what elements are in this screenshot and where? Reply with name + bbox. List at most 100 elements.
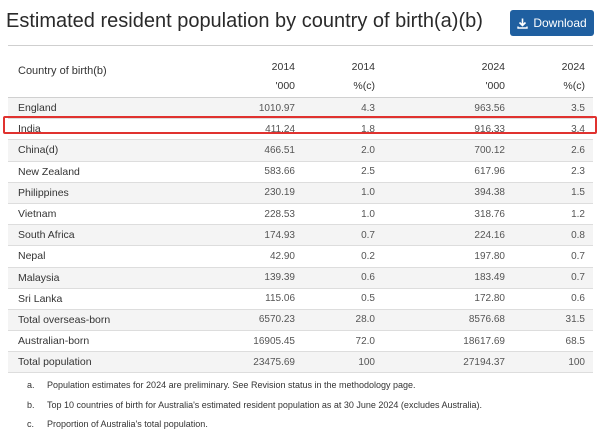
percent-2014-cell: 2.0	[361, 144, 375, 156]
country-cell: Total overseas-born	[18, 313, 111, 326]
percent-2024-cell: 0.6	[571, 293, 585, 305]
table-row: China(d) 466.51 2.0 700.12 2.6	[8, 139, 593, 162]
country-cell: New Zealand	[18, 165, 80, 178]
percent-2024-cell: 0.7	[571, 250, 585, 262]
percent-2024-cell: 31.5	[565, 314, 585, 326]
percent-2024-cell: 100	[568, 356, 585, 368]
value-2014-cell: 228.53	[264, 208, 295, 220]
country-cell: England	[18, 102, 57, 115]
table-row: Total overseas-born 6570.23 28.0 8576.68 31.…	[8, 309, 593, 331]
value-2014-cell: 115.06	[265, 293, 295, 305]
percent-2024-cell: 2.6	[571, 144, 585, 156]
value-2014-cell: 23475.69	[253, 356, 295, 368]
value-2024-cell: 224.16	[474, 229, 505, 241]
percent-2014-cell: 100	[358, 356, 375, 368]
table-row: Philippines 230.19 1.0 394.38 1.5	[8, 182, 593, 204]
country-cell: Nepal	[18, 250, 46, 263]
table-row: Vietnam 228.53 1.0 318.76 1.2	[8, 203, 593, 225]
header-row-years: Country of birth(b) 2014 2014 2024 2024	[8, 45, 593, 77]
table-row: Australian-born 16905.45 72.0 18617.69 68.5	[8, 330, 593, 352]
download-icon	[517, 18, 529, 29]
percent-2024-cell: 3.4	[571, 123, 585, 135]
country-cell: Total population	[18, 356, 92, 369]
unit-header: %(c)	[353, 80, 375, 92]
value-2024-cell: 318.76	[474, 208, 505, 220]
footnote-mark: a.	[27, 380, 35, 390]
table-row: Malaysia 139.39 0.6 183.49 0.7	[8, 267, 593, 289]
value-2024-cell: 197.80	[474, 250, 505, 262]
percent-2014-cell: 4.3	[361, 102, 375, 114]
unit-header: '000	[275, 80, 295, 92]
table-row: Sri Lanka 115.06 0.5 172.80 0.6	[8, 288, 593, 310]
country-cell: Sri Lanka	[18, 292, 63, 305]
country-cell: Vietnam	[18, 208, 57, 221]
country-column-header: Country of birth(b)	[18, 64, 107, 77]
table-body: England 1010.97 4.3 963.56 3.5 India 411.24 1.8…	[8, 97, 593, 373]
footnote-text: Top 10 countries of birth for Australia'…	[47, 399, 482, 410]
value-2014-cell: 174.93	[264, 229, 295, 241]
country-cell: Australian-born	[18, 335, 90, 348]
percent-2014-cell: 0.2	[361, 250, 375, 262]
value-2014-cell: 1010.97	[258, 102, 295, 114]
table-row: New Zealand 583.66 2.5 617.96 2.3	[8, 161, 593, 183]
percent-2024-cell: 3.5	[571, 102, 585, 114]
value-2014-cell: 139.39	[264, 272, 295, 284]
percent-2024-cell: 1.5	[571, 187, 585, 199]
value-2014-cell: 411.24	[265, 123, 295, 135]
population-table-container: Country of birth(b) 2014 2014 2024 2024 …	[8, 45, 593, 373]
value-2024-cell: 963.56	[474, 102, 505, 114]
percent-2014-cell: 0.5	[361, 293, 375, 305]
value-2014-cell: 466.51	[264, 144, 295, 156]
percent-2024-cell: 0.8	[571, 229, 585, 241]
download-label: Download	[533, 16, 587, 30]
percent-2014-cell: 2.5	[361, 166, 375, 178]
footnote-mark: b.	[27, 399, 35, 410]
value-2024-cell: 617.96	[474, 166, 505, 178]
value-2014-cell: 583.66	[264, 166, 295, 178]
country-cell: China(d)	[18, 144, 59, 157]
percent-2014-cell: 28.0	[355, 314, 375, 326]
value-2024-cell: 172.80	[474, 293, 505, 305]
footnote-mark: c.	[27, 419, 35, 429]
value-2014-cell: 6570.23	[258, 314, 295, 326]
percent-2024-cell: 0.7	[571, 272, 585, 284]
footnote-text: Proportion of Australia's total populati…	[47, 419, 208, 429]
unit-header: %(c)	[563, 80, 585, 92]
value-2024-cell: 27194.37	[463, 356, 505, 368]
value-2014-cell: 16905.45	[253, 335, 295, 347]
country-cell: South Africa	[18, 229, 75, 242]
country-cell: Malaysia	[18, 271, 60, 284]
percent-2014-cell: 1.8	[361, 123, 375, 135]
table-row: Nepal 42.90 0.2 197.80 0.7	[8, 245, 593, 267]
value-2014-cell: 42.90	[269, 250, 295, 262]
percent-2014-cell: 1.0	[361, 208, 375, 220]
percent-2024-cell: 1.2	[571, 208, 585, 220]
value-2024-cell: 183.49	[474, 272, 505, 284]
population-table: Country of birth(b) 2014 2014 2024 2024 …	[8, 45, 593, 373]
year-header: 2024	[481, 61, 505, 73]
value-2024-cell: 8576.68	[468, 314, 505, 326]
percent-2024-cell: 68.5	[565, 335, 585, 347]
download-button[interactable]: Download	[510, 10, 594, 36]
value-2024-cell: 916.33	[474, 123, 505, 135]
value-2024-cell: 394.38	[474, 187, 505, 199]
country-cell: Philippines	[18, 186, 69, 199]
table-row: England 1010.97 4.3 963.56 3.5	[8, 97, 593, 119]
table-row: South Africa 174.93 0.7 224.16 0.8	[8, 224, 593, 246]
percent-2014-cell: 0.7	[361, 229, 375, 241]
value-2024-cell: 700.12	[474, 144, 505, 156]
percent-2014-cell: 1.0	[361, 187, 375, 199]
value-2024-cell: 18617.69	[463, 335, 505, 347]
percent-2014-cell: 0.6	[361, 272, 375, 284]
table-row: Total population 23475.69 100 27194.37 100	[8, 351, 593, 373]
year-header: 2014	[271, 61, 295, 73]
footnote-text: Population estimates for 2024 are prelim…	[47, 380, 416, 390]
table-row: India 411.24 1.8 916.33 3.4	[8, 118, 593, 140]
percent-2024-cell: 2.3	[571, 166, 585, 178]
header-row-units: '000 %(c) '000 %(c)	[8, 75, 593, 98]
unit-header: '000	[485, 80, 505, 92]
year-header: 2024	[561, 61, 585, 73]
value-2014-cell: 230.19	[264, 187, 295, 199]
country-cell: India	[18, 123, 41, 136]
